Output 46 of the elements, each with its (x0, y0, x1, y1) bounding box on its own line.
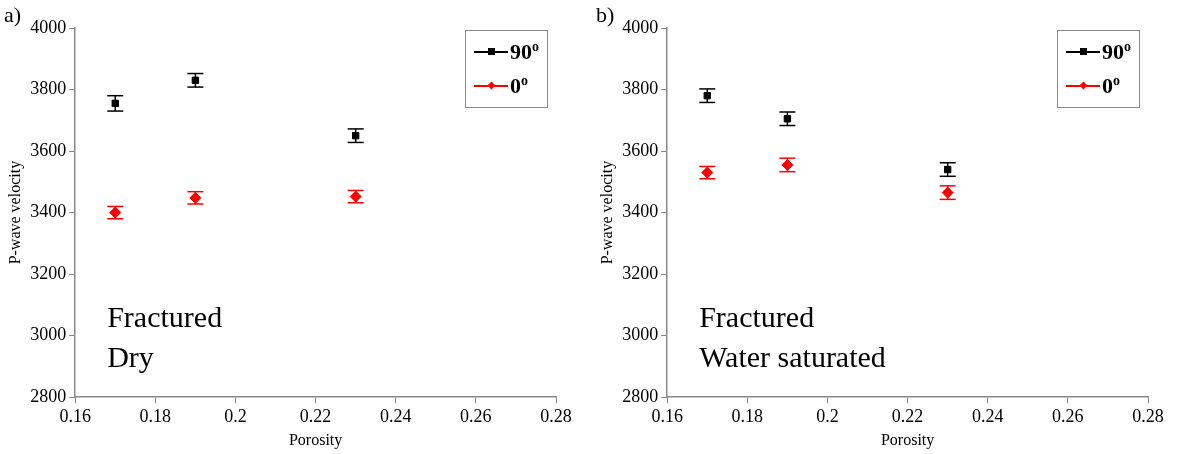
chart-title: a) (4, 2, 22, 28)
y-tick-label: 3000 (30, 324, 67, 345)
x-tick-label: 0.16 (651, 405, 683, 426)
y-tick-label: 3400 (30, 201, 67, 222)
x-tick-label: 0.26 (460, 405, 492, 426)
x-tick-label: 0.2 (816, 405, 839, 426)
chart-title: b) (596, 2, 615, 28)
y-axis-title: P-wave velocity (597, 160, 616, 265)
x-tick-label: 0.28 (540, 405, 572, 426)
y-tick-label: 3000 (622, 324, 659, 345)
y-tick-label: 3200 (30, 262, 67, 283)
x-tick-label: 0.28 (1132, 405, 1164, 426)
y-tick-label: 3800 (30, 78, 67, 99)
annotation: Water saturated (699, 339, 886, 376)
y-tick-label: 3800 (622, 78, 659, 99)
y-tick-label: 3400 (622, 201, 659, 222)
y-tick-label: 2800 (30, 385, 67, 406)
point (111, 99, 119, 108)
y-tick-label: 4000 (622, 16, 659, 37)
x-axis-title: Porosity (288, 430, 343, 449)
x-tick-label: 0.16 (59, 405, 91, 426)
y-tick-label: 2800 (622, 385, 659, 406)
y-tick-label: 4000 (30, 16, 67, 37)
legend-label: 90$^{o}$ (1102, 38, 1131, 66)
y-tick-label: 3600 (30, 139, 67, 160)
x-tick-label: 0.2 (224, 405, 247, 426)
x-tick-label: 0.24 (379, 405, 412, 426)
x-tick-label: 0.18 (139, 405, 172, 426)
y-tick-label: 3600 (622, 139, 659, 160)
y-tick-label: 3200 (622, 262, 659, 283)
point (703, 92, 711, 100)
x-tick-label: 0.22 (891, 405, 924, 426)
annotation: Dry (107, 339, 155, 376)
legend-label: 0$^{o}$ (1102, 72, 1120, 100)
legend-label: 0$^{o}$ (510, 72, 528, 100)
point (191, 76, 200, 84)
annotation: Fractured (107, 299, 223, 336)
x-tick-label: 0.18 (731, 405, 764, 426)
x-axis-title: Porosity (880, 430, 935, 449)
x-tick-label: 0.24 (971, 405, 1004, 426)
point (351, 132, 360, 140)
y-axis-title: P-wave velocity (5, 160, 24, 265)
legend-label: 90$^{o}$ (510, 38, 539, 66)
x-tick-label: 0.22 (299, 405, 332, 426)
annotation: Fractured (699, 299, 816, 336)
x-tick-label: 0.26 (1052, 405, 1084, 426)
